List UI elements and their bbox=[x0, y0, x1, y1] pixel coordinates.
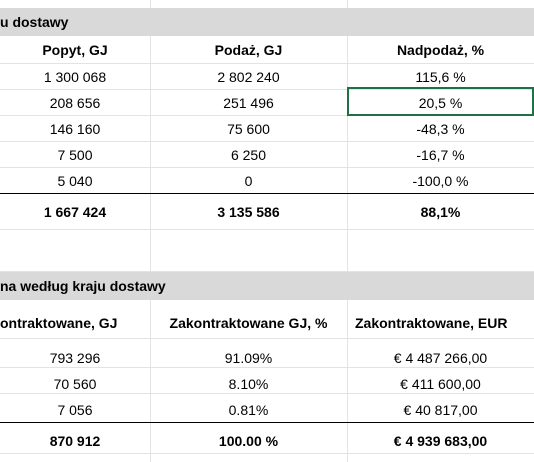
total-cell[interactable]: € 4 939 683,00 bbox=[393, 433, 488, 449]
table-cell[interactable]: € 411 600,00 bbox=[400, 376, 481, 392]
total-separator bbox=[0, 193, 534, 194]
grid-column-line bbox=[150, 0, 151, 462]
total-cell[interactable]: 3 135 586 bbox=[217, 204, 280, 220]
grid-row-line bbox=[0, 271, 534, 272]
table-cell[interactable]: 793 296 bbox=[49, 350, 101, 366]
table-cell[interactable]: € 40 817,00 bbox=[403, 402, 478, 418]
total-cell[interactable]: 1 667 424 bbox=[43, 204, 107, 220]
table-cell[interactable]: 1 300 068 bbox=[43, 69, 107, 85]
table-cell[interactable]: 146 160 bbox=[49, 121, 101, 137]
grid-row-line bbox=[0, 63, 534, 64]
table-cell[interactable]: 251 496 bbox=[223, 95, 274, 111]
column-header[interactable]: Nadpodaż, % bbox=[396, 42, 485, 58]
section-title: u dostawy bbox=[0, 14, 69, 30]
selected-cell[interactable]: 20,5 % bbox=[418, 95, 463, 111]
table-cell[interactable]: -48,3 % bbox=[416, 121, 465, 137]
column-header[interactable]: Zakontraktowane GJ, % bbox=[169, 315, 328, 331]
table-cell[interactable]: 115,6 % bbox=[415, 69, 466, 85]
table-cell[interactable]: 2 802 240 bbox=[217, 69, 280, 85]
grid-row-line bbox=[0, 167, 534, 168]
total-separator bbox=[0, 422, 534, 423]
total-cell[interactable]: 100.00 % bbox=[218, 433, 279, 449]
column-header[interactable]: Podaż, GJ bbox=[214, 42, 283, 58]
table-cell[interactable]: 5 040 bbox=[57, 173, 93, 189]
column-header[interactable]: ontraktowane, GJ bbox=[0, 315, 118, 331]
table-cell[interactable]: 7 056 bbox=[57, 402, 93, 418]
grid-row-line bbox=[0, 229, 534, 230]
grid-row-line bbox=[0, 367, 534, 368]
grid-row-line bbox=[0, 338, 534, 339]
table-cell[interactable]: 75 600 bbox=[227, 121, 270, 137]
section-header-band: u dostawy bbox=[0, 8, 534, 36]
table-cell[interactable]: 0 bbox=[244, 173, 253, 189]
table-cell[interactable]: -100,0 % bbox=[412, 173, 469, 189]
table-cell[interactable]: 91.09% bbox=[224, 350, 273, 366]
column-header[interactable]: Popyt, GJ bbox=[42, 42, 108, 58]
total-cell[interactable]: 870 912 bbox=[49, 433, 101, 449]
table-cell[interactable]: 70 560 bbox=[53, 376, 97, 392]
section-title: na według kraju dostawy bbox=[0, 278, 166, 294]
table-cell[interactable]: 208 656 bbox=[49, 95, 101, 111]
table-cell[interactable]: 6 250 bbox=[230, 147, 267, 163]
table-cell[interactable]: -16,7 % bbox=[416, 147, 465, 163]
grid-row-line bbox=[0, 393, 534, 394]
table-cell[interactable]: 7 500 bbox=[57, 147, 93, 163]
table-cell[interactable]: 8.10% bbox=[228, 376, 269, 392]
total-cell[interactable]: 88,1% bbox=[420, 204, 461, 220]
selected-cell-outline[interactable] bbox=[347, 87, 534, 116]
grid-row-line bbox=[0, 115, 534, 116]
table-cell[interactable]: € 4 487 266,00 bbox=[393, 350, 488, 366]
grid-row-line bbox=[0, 89, 534, 90]
column-header[interactable]: Zakontraktowane, EUR bbox=[355, 315, 508, 331]
table-cell[interactable]: 0.81% bbox=[228, 402, 269, 418]
section-header-band: na według kraju dostawy bbox=[0, 272, 534, 300]
grid-column-line bbox=[347, 0, 348, 462]
grid-row-line bbox=[0, 141, 534, 142]
grid-row-line bbox=[0, 453, 534, 454]
